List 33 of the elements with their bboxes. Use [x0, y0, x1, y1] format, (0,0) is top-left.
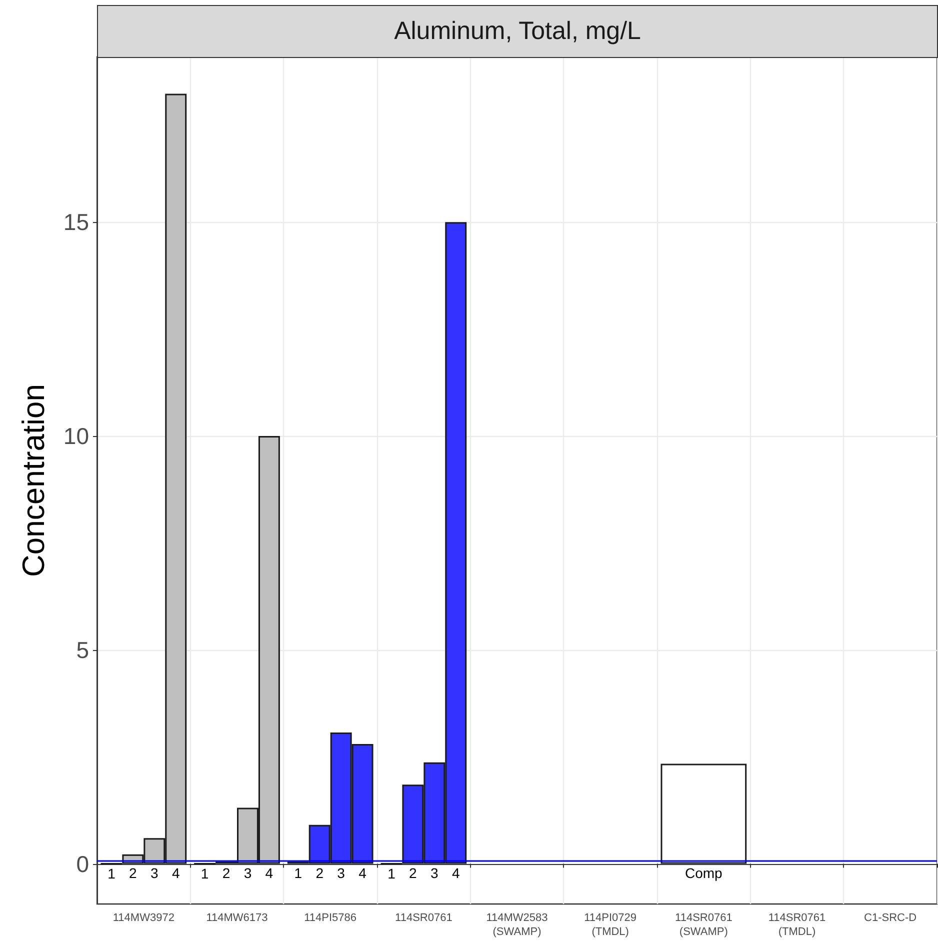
x-tick-label: 114PI0729 (TMDL) — [584, 912, 637, 938]
series-label: 1 — [108, 866, 116, 882]
text: 2 — [222, 864, 230, 881]
x-tick-label: 114SR0761 (SWAMP) — [675, 912, 732, 938]
series-label: 4 — [172, 864, 180, 881]
x-tick-label: 114MW2583 (SWAMP) — [486, 912, 548, 938]
y-axis-title: Concentration — [16, 384, 51, 578]
chart-title: Aluminum, Total, mg/L — [97, 5, 938, 58]
series-label: 2 — [129, 864, 138, 881]
series-label: Comp — [684, 864, 723, 881]
text: 3 — [430, 864, 438, 881]
text: 4 — [358, 864, 366, 881]
text: 2 — [409, 864, 417, 881]
x-tick-label: 114MW6173 — [206, 912, 268, 924]
text: 1 — [200, 866, 209, 882]
text: 2 — [316, 864, 324, 881]
y-tick-label: 15 — [63, 209, 89, 236]
y-tick-label: 5 — [76, 636, 89, 663]
text: 1 — [294, 864, 302, 881]
text: 1 — [388, 866, 396, 882]
y-tick-label: 0 — [76, 850, 89, 877]
x-tick-label: C1-SRC-D — [864, 912, 917, 924]
x-tick-label: 114PI5786 — [304, 912, 357, 924]
text: 3 — [244, 864, 252, 881]
bar — [660, 764, 747, 864]
text: 4 — [265, 864, 274, 881]
y-tick-label: 10 — [63, 423, 89, 450]
text: 4 — [452, 864, 460, 881]
x-tick-label: 114SR0761 (TMDL) — [768, 912, 826, 938]
x-tick-label: 114MW3972 — [112, 912, 174, 924]
series-label: 3 — [150, 864, 158, 881]
text: 3 — [337, 864, 345, 881]
x-tick-label: 114SR0761 — [395, 912, 452, 924]
